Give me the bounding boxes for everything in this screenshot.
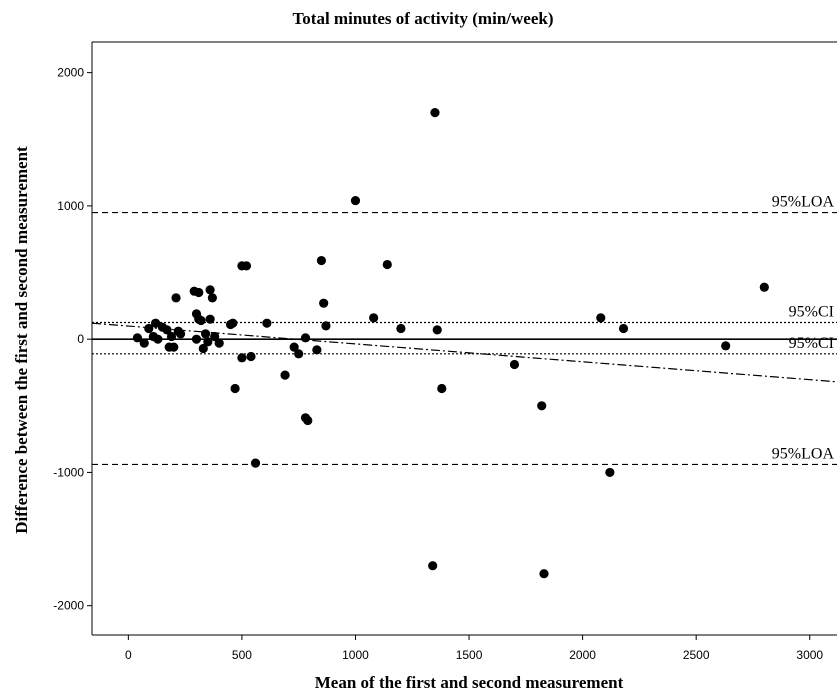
data-point-53 bbox=[432, 325, 442, 335]
data-point-48 bbox=[369, 313, 379, 323]
data-point-16 bbox=[191, 334, 202, 344]
data-point-34 bbox=[246, 351, 256, 362]
data-point-23 bbox=[205, 285, 215, 295]
data-point-24 bbox=[205, 314, 215, 324]
data-point-38 bbox=[289, 342, 299, 352]
data-point-50 bbox=[396, 323, 406, 334]
chart-title: Total minutes of activity (min/week) bbox=[293, 9, 554, 28]
reference-line-label-3: 95%CI bbox=[789, 335, 834, 352]
data-point-4 bbox=[150, 318, 161, 328]
data-point-45 bbox=[319, 298, 329, 308]
data-point-47 bbox=[350, 195, 361, 206]
x-tick-label-1000: 1000 bbox=[342, 648, 369, 662]
data-point-5 bbox=[153, 334, 163, 344]
data-point-31 bbox=[237, 353, 247, 363]
data-point-9 bbox=[166, 331, 177, 342]
data-point-13 bbox=[175, 329, 186, 339]
reference-lines bbox=[92, 211, 837, 466]
data-point-19 bbox=[196, 315, 206, 326]
data-point-52 bbox=[430, 108, 440, 118]
data-point-55 bbox=[509, 359, 520, 370]
x-tick-label-1500: 1500 bbox=[456, 648, 483, 662]
data-point-10 bbox=[169, 342, 179, 352]
data-point-51 bbox=[428, 561, 438, 571]
data-point-59 bbox=[605, 467, 615, 478]
reference-line-labels: 95%LOA 95%CI 95%CI 95%LOA bbox=[772, 194, 835, 463]
data-point-21 bbox=[200, 329, 211, 339]
y-axis-label: Difference between the first and second … bbox=[12, 146, 31, 534]
data-point-2 bbox=[144, 323, 154, 334]
data-point-42 bbox=[303, 415, 313, 426]
data-point-22 bbox=[203, 337, 213, 347]
y-tick-label-2000: 2000 bbox=[57, 66, 84, 80]
data-point-18 bbox=[194, 287, 204, 298]
data-point-35 bbox=[250, 458, 261, 468]
y-tick-label--1000: -1000 bbox=[53, 465, 84, 479]
data-point-56 bbox=[537, 401, 547, 411]
reference-line-label-4: 95%LOA bbox=[772, 445, 835, 462]
x-tick-label-500: 500 bbox=[232, 648, 252, 662]
data-point-26 bbox=[210, 331, 220, 342]
data-point-46 bbox=[321, 321, 331, 331]
data-point-20 bbox=[198, 343, 208, 354]
x-axis: 0 500 1000 1500 2000 2500 3000 bbox=[125, 635, 823, 662]
data-point-61 bbox=[721, 341, 731, 351]
data-point-40 bbox=[300, 333, 311, 343]
data-point-29 bbox=[228, 318, 238, 328]
data-point-39 bbox=[294, 349, 304, 359]
data-point-7 bbox=[162, 325, 172, 335]
data-point-43 bbox=[312, 345, 322, 355]
data-point-58 bbox=[596, 313, 606, 323]
y-tick-label--2000: -2000 bbox=[53, 599, 84, 613]
x-tick-label-2000: 2000 bbox=[569, 648, 596, 662]
data-point-27 bbox=[214, 338, 224, 348]
x-axis-label: Mean of the first and second measurement bbox=[315, 673, 624, 692]
data-points bbox=[132, 108, 769, 579]
x-tick-label-0: 0 bbox=[125, 648, 132, 662]
reference-line-label-1: 95%CI bbox=[789, 304, 834, 321]
y-tick-label-0: 0 bbox=[77, 332, 84, 346]
x-tick-label-2500: 2500 bbox=[683, 648, 710, 662]
data-point-54 bbox=[437, 383, 447, 394]
data-point-44 bbox=[316, 255, 327, 266]
data-point-37 bbox=[280, 370, 290, 380]
reference-line-label-0: 95%LOA bbox=[772, 194, 835, 211]
data-point-36 bbox=[262, 318, 272, 328]
data-point-49 bbox=[382, 259, 392, 270]
data-point-11 bbox=[171, 293, 181, 303]
data-point-62 bbox=[759, 282, 769, 292]
x-tick-label-3000: 3000 bbox=[796, 648, 823, 662]
data-point-25 bbox=[207, 293, 217, 303]
data-point-33 bbox=[241, 261, 252, 271]
data-point-0 bbox=[132, 333, 143, 343]
y-tick-label-1000: 1000 bbox=[57, 199, 84, 213]
data-point-1 bbox=[139, 338, 149, 348]
data-point-57 bbox=[539, 569, 549, 579]
data-point-30 bbox=[230, 383, 240, 394]
y-axis: -2000 -1000 0 1000 2000 bbox=[53, 66, 92, 613]
data-point-60 bbox=[618, 323, 629, 334]
